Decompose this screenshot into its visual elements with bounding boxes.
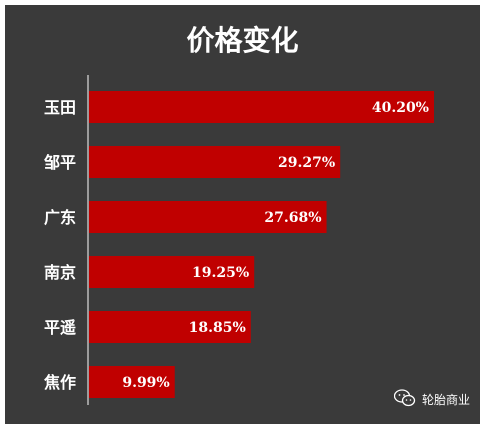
bar-5 bbox=[89, 366, 175, 398]
category-label: 平遥 bbox=[44, 318, 76, 337]
category-label: 玉田 bbox=[44, 98, 76, 117]
bar-4 bbox=[89, 311, 251, 343]
bar-0 bbox=[89, 91, 434, 123]
data-label: 18.85% bbox=[189, 320, 246, 336]
category-label: 广东 bbox=[44, 208, 76, 227]
chart-title: 价格变化 bbox=[186, 24, 299, 57]
bar-chart: 玉田 40.20% 邹平 29.27% 广东 27.68% 南京 19.25% 平遥 18.85%… bbox=[43, 75, 434, 405]
data-label: 40.20% bbox=[372, 100, 429, 116]
data-label: 27.68% bbox=[264, 210, 321, 226]
bar-2 bbox=[89, 201, 327, 233]
chart-panel: 价格变化 玉田 40.20% 邹平 29.27% 广东 27.68% 南京 19.25% 平遥 1… bbox=[5, 5, 480, 424]
wechat-icon bbox=[393, 389, 416, 410]
category-label: 邹平 bbox=[43, 153, 76, 172]
bar-3 bbox=[89, 256, 255, 288]
data-label: 29.27% bbox=[278, 155, 335, 171]
bar-1 bbox=[89, 146, 341, 178]
watermark-text: 轮胎商业 bbox=[421, 393, 470, 407]
data-label: 19.25% bbox=[192, 265, 249, 281]
data-label: 9.99% bbox=[122, 375, 169, 391]
category-label: 焦作 bbox=[43, 373, 76, 392]
category-label: 南京 bbox=[44, 263, 76, 282]
watermark: 轮胎商业 bbox=[393, 389, 470, 410]
